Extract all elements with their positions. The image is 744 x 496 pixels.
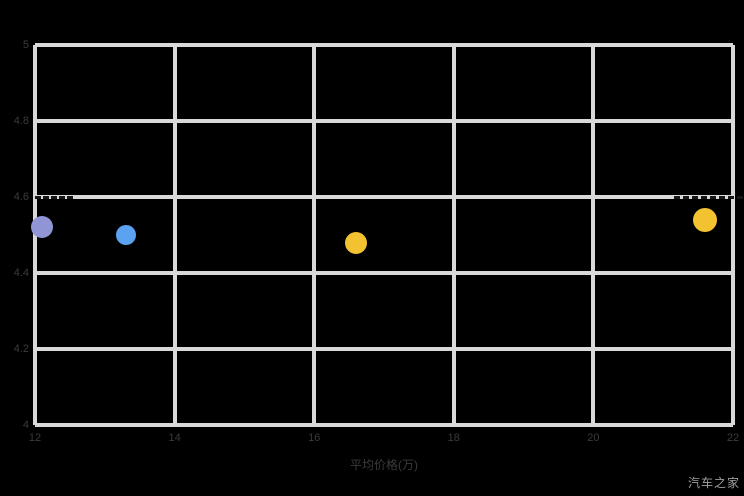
y-tick-label: 4.2 [13, 343, 29, 355]
x-tick-label: 12 [28, 432, 42, 444]
bubble [30, 216, 53, 239]
reference-dashed-line [35, 196, 74, 199]
grid-line-horizontal [35, 271, 733, 275]
grid-line-vertical [591, 45, 596, 425]
grid-line-horizontal [35, 423, 733, 427]
grid-line-horizontal [35, 347, 733, 351]
bubble [345, 231, 368, 254]
x-tick-label: 18 [447, 432, 460, 444]
bubble [115, 225, 136, 245]
grid-line-vertical [451, 45, 456, 425]
y-tick-label: 4 [22, 419, 29, 431]
y-tick-label: 4.4 [13, 267, 29, 279]
x-tick-label: 20 [587, 432, 600, 444]
x-tick-label: 22 [726, 432, 740, 444]
grid-line-horizontal [35, 195, 733, 199]
y-tick-label: 5 [22, 39, 29, 51]
plot-area [30, 43, 744, 427]
x-tick-label: 16 [308, 432, 321, 444]
reference-dashed-line [673, 196, 744, 199]
y-tick-label: 4.8 [13, 115, 29, 127]
watermark-text: 汽车之家 [687, 476, 740, 490]
grid-line-vertical [172, 45, 177, 425]
bubble [693, 207, 718, 232]
grid-line-vertical [312, 45, 317, 425]
x-axis-title: 平均价格(万) [350, 458, 418, 472]
grid-line-vertical [731, 45, 735, 425]
y-tick-label: 4.6 [13, 191, 29, 203]
x-tick-label: 14 [168, 432, 181, 444]
grid-line-horizontal [35, 43, 733, 47]
grid-line-horizontal [35, 119, 733, 123]
